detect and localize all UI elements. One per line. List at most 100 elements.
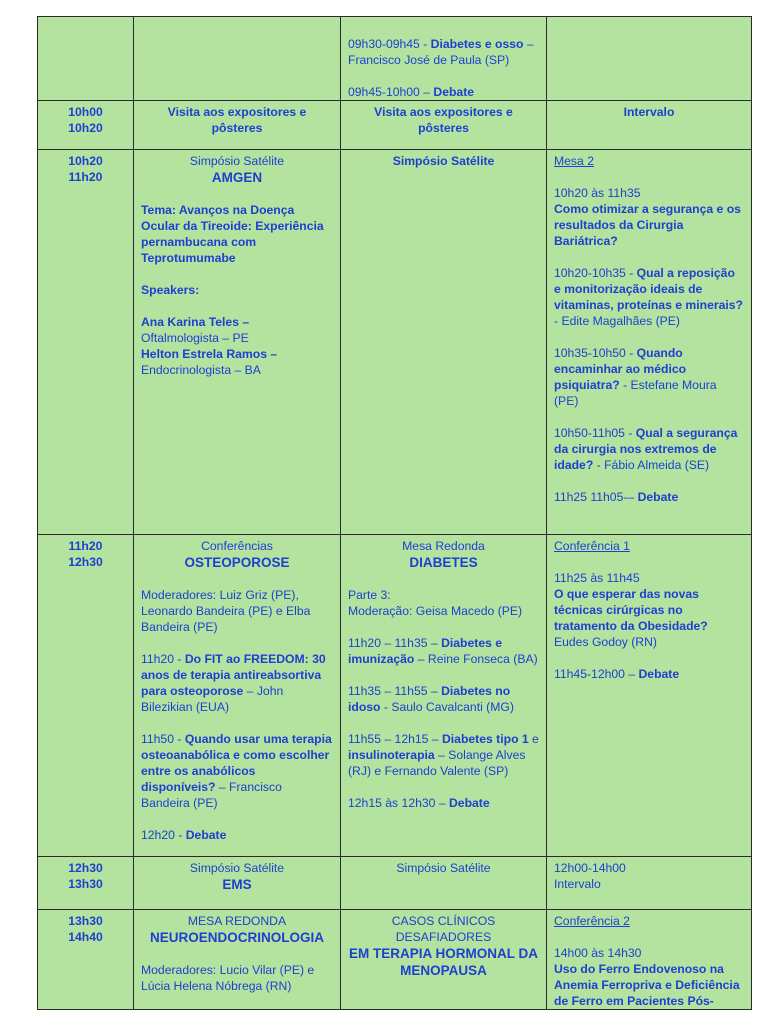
- session-paragraph: Visita aos expositores e pôsteres: [141, 104, 333, 136]
- session-paragraph: NEUROENDOCRINOLOGIA: [141, 929, 333, 946]
- session-text: Eudes Godoy (RN): [554, 635, 657, 649]
- session-title: Quando encaminhar ao médico psiquiatra?: [554, 346, 687, 392]
- session-paragraph: [348, 619, 539, 635]
- session-paragraph: EM TERAPIA HORMONAL DA MENOPAUSA: [348, 945, 539, 979]
- session-text: – Solange Alves (RJ) e Fernando Valente …: [348, 748, 526, 778]
- session-paragraph: Moderação: Geisa Macedo (PE): [348, 603, 539, 619]
- session-paragraph: Simpósio Satélite: [141, 153, 333, 169]
- session-paragraph: Como otimizar a segurança e os resultado…: [554, 201, 744, 249]
- session-paragraph: [348, 20, 539, 36]
- session-title: EMS: [222, 877, 252, 892]
- session-paragraph: 14h00 às 14h30: [554, 945, 744, 961]
- session-title: Diabetes no idoso: [348, 684, 511, 714]
- session-paragraph: 10h20-10h35 - Qual a reposição e monitor…: [554, 265, 744, 329]
- session-paragraph: Visita aos expositores e pôsteres: [348, 104, 539, 136]
- session-title: Tema: Avanços na Doença Ocular da Tireoi…: [141, 203, 324, 265]
- session-text: Intervalo: [554, 877, 601, 891]
- session-text: 12h00-14h00: [554, 861, 626, 875]
- session-cell: Visita aos expositores e pôsteres: [340, 100, 547, 150]
- session-cell: Simpósio Satélite: [340, 149, 547, 535]
- session-title: NEUROENDOCRINOLOGIA: [149, 930, 324, 945]
- session-paragraph: 11h55 – 12h15 – Diabetes tipo 1 e insuli…: [348, 731, 539, 779]
- session-text: 09h30-09h45 -: [348, 37, 431, 51]
- session-text: 11h25 11h05-–: [554, 490, 638, 504]
- session-title: Visita aos expositores e pôsteres: [167, 105, 307, 135]
- session-cell: [546, 16, 752, 101]
- session-paragraph: Speakers:: [141, 282, 333, 298]
- end-time: 10h20: [68, 121, 103, 135]
- session-paragraph: [141, 715, 333, 731]
- session-paragraph: CASOS CLÍNICOS DESAFIADORES: [348, 913, 539, 945]
- session-title: Speakers:: [141, 283, 200, 297]
- session-paragraph: 10h20 às 11h35: [554, 185, 744, 201]
- session-paragraph: Uso do Ferro Endovenoso na Anemia Ferrop…: [554, 961, 744, 1009]
- session-cell: 12h00-14h00 Intervalo: [546, 856, 752, 910]
- session-text: – John Bilezikian (EUA): [141, 684, 284, 714]
- session-paragraph: 12h15 às 12h30 – Debate: [348, 795, 539, 811]
- session-paragraph: [141, 571, 333, 587]
- schedule-row: 10h20 11h20 Simpósio Satélite AMGEN Tema: Av…: [37, 149, 752, 535]
- session-cell: Conferência 1 11h25 às 11h45 O que esperar…: [546, 534, 752, 857]
- session-paragraph: 11h35 – 11h55 – Diabetes no idoso - Saul…: [348, 683, 539, 715]
- session-title: Diabetes tipo 1: [441, 732, 529, 746]
- session-text: 14h00 às 14h30: [554, 946, 642, 960]
- session-text: - Fábio Almeida (SE): [593, 458, 710, 472]
- session-paragraph: [348, 667, 539, 683]
- session-title: Uso do Ferro Endovenoso na Anemia Ferrop…: [554, 962, 740, 1008]
- session-link[interactable]: Mesa 2: [554, 154, 594, 168]
- start-time: 11h20: [68, 539, 103, 553]
- session-paragraph: AMGEN: [141, 169, 333, 186]
- session-text: Simpósio Satélite: [189, 861, 285, 875]
- schedule-row: 10h00 10h20 Visita aos expositores e pôste…: [37, 100, 752, 150]
- schedule-row: 12h30 13h30 Simpósio Satélite EMS Simpósio S…: [37, 856, 752, 910]
- session-paragraph: [554, 249, 744, 265]
- session-title: OSTEOPOROSE: [184, 555, 290, 570]
- session-paragraph: [141, 946, 333, 962]
- session-text: Endocrinologista – BA: [141, 363, 261, 377]
- session-cell: 09h30-09h45 - Diabetes e osso – Francisc…: [340, 16, 547, 101]
- session-cell: Mesa 2 10h20 às 11h35 Como otimizar a segu…: [546, 149, 752, 535]
- session-link[interactable]: Conferência 2: [554, 914, 630, 928]
- session-text: Moderação: Geisa Macedo (PE): [348, 604, 523, 618]
- session-paragraph: 09h30-09h45 - Diabetes e osso – Francisc…: [348, 36, 539, 68]
- session-paragraph: [554, 929, 744, 945]
- session-paragraph: 11h45-12h00 – Debate: [554, 666, 744, 682]
- session-title: Do FIT ao FREEDOM: 30 anos de terapia an…: [141, 652, 326, 698]
- session-title: O que esperar das novas técnicas cirúrgi…: [554, 587, 708, 633]
- session-paragraph: Oftalmologista – PE: [141, 330, 333, 346]
- time-slot: 13h30 14h40: [37, 909, 134, 1010]
- session-text: 11h55 – 12h15 –: [348, 732, 442, 746]
- session-paragraph: [348, 779, 539, 795]
- time-slot: 12h30 13h30: [37, 856, 134, 910]
- session-text: 10h50-11h05 -: [554, 426, 636, 440]
- session-text: 11h20 – 11h35 –: [348, 636, 442, 650]
- session-paragraph: O que esperar das novas técnicas cirúrgi…: [554, 586, 744, 634]
- start-time: 12h30: [68, 861, 103, 875]
- session-text: CASOS CLÍNICOS DESAFIADORES: [391, 914, 496, 944]
- session-text: 10h20-10h35 -: [554, 266, 637, 280]
- session-text: - Edite Magalhães (PE): [554, 314, 680, 328]
- session-paragraph: [141, 298, 333, 314]
- session-text: 09h45-10h00 –: [348, 85, 434, 99]
- session-paragraph: Mesa 2: [554, 153, 744, 169]
- session-paragraph: [554, 169, 744, 185]
- session-paragraph: Moderadores: Luiz Griz (PE), Leonardo Ba…: [141, 587, 333, 635]
- session-title: Ana Karina Teles –: [141, 315, 250, 329]
- session-paragraph: [554, 409, 744, 425]
- time-slot: 10h20 11h20: [37, 149, 134, 535]
- session-paragraph: 12h20 - Debate: [141, 827, 333, 843]
- session-title: Debate: [433, 85, 475, 99]
- schedule-row: 13h30 14h40 MESA REDONDA NEUROENDOCRINOLOGI…: [37, 909, 752, 1010]
- session-title: Helton Estrela Ramos –: [141, 347, 278, 361]
- session-text: – Francisco Bandeira (PE): [141, 780, 282, 810]
- session-cell: Simpósio Satélite EMS: [133, 856, 341, 910]
- session-link[interactable]: Conferência 1: [554, 539, 630, 553]
- session-paragraph: [141, 186, 333, 202]
- session-paragraph: Intervalo: [554, 876, 744, 892]
- session-paragraph: [348, 715, 539, 731]
- session-paragraph: [554, 650, 744, 666]
- session-paragraph: 12h00-14h00: [554, 860, 744, 876]
- session-paragraph: Parte 3:: [348, 587, 539, 603]
- session-paragraph: OSTEOPOROSE: [141, 554, 333, 571]
- session-paragraph: 11h20 – 11h35 – Diabetes e imunização – …: [348, 635, 539, 667]
